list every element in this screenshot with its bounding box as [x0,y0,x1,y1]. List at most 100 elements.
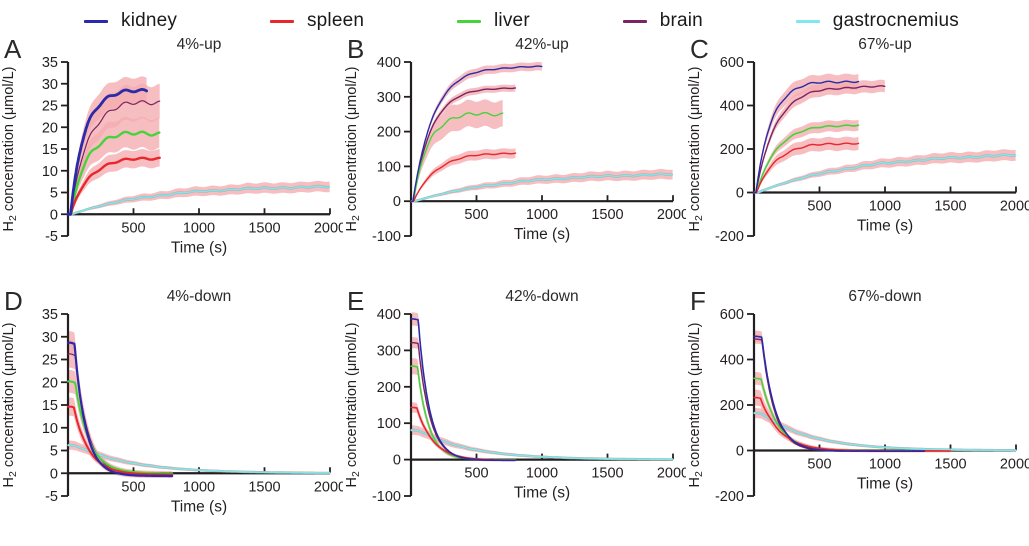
series-line-spleen [67,405,174,476]
series-line-spleen [410,152,517,202]
legend-label-kidney: kidney [121,10,178,31]
y-axis-label: H2 concentration (μmol/L) [344,67,362,232]
y-tick-label: 25 [42,353,58,369]
y-tick-label: 35 [42,307,58,323]
y-tick-label: 100 [377,416,401,432]
y-tick-label: 300 [377,343,401,359]
x-tick-label: 1500 [591,466,623,482]
series-line-kidney [410,318,516,462]
panel-B: B 42%-up -100 0 100 200 300 400 500 1000 1500 2000… [343,34,686,288]
legend-item-kidney: kidney [84,10,177,32]
series-line-liver [66,130,161,216]
panel-title: 67%-up [858,36,911,53]
panel-letter-F: F [690,286,706,316]
x-tick-label: 500 [807,199,831,215]
series-line-brain [410,87,517,202]
legend-label-liver: liver [494,10,530,31]
y-tick-label: 35 [42,55,58,71]
series-line-kidney [66,341,174,478]
y-tick-label: 0 [736,186,744,202]
y-tick-label: 20 [42,375,58,391]
x-tick-label: 1500 [934,457,966,473]
panel-letter-B: B [347,34,365,64]
panel-letter-E: E [347,286,365,316]
x-tick-label: 1000 [183,220,215,236]
y-tick-label: 15 [42,142,58,158]
series-line-gastrocnemius [753,412,1017,452]
series-line-gastrocnemius [410,429,674,461]
x-tick-label: 2000 [657,207,686,223]
y-axis-label: H2 concentration (μmol/L) [344,323,362,488]
y-tick-label: 600 [720,307,744,323]
panel-F: F 67%-down -200 0 200 400 600 500 1000 1500 2000 T… [686,286,1029,546]
y-tick-label: 200 [720,398,744,414]
y-tick-label: -200 [715,229,744,245]
plot-67pct-up: 67%-up -200 0 200 400 600 500 1000 1500 2000 Time … [687,36,1029,245]
x-tick-label: 2000 [314,220,343,236]
error-band-spleen [411,402,516,462]
series-line-brain [753,85,886,194]
y-tick-label: 400 [377,307,401,323]
error-band-brain [411,337,516,462]
x-tick-label: 1000 [526,466,558,482]
x-axis-label: Time (s) [171,239,227,256]
series-line-gastrocnemius [410,173,674,202]
y-tick-label: 0 [393,453,401,469]
y-tick-label: 300 [377,90,401,106]
error-band-liver [68,116,160,216]
plot-4pct-up: 4%-up -5 0 5 10 15 20 25 30 35 500 1000 1500 2000 Time… [1,36,343,256]
kidney-line-swatch-icon [84,19,108,23]
x-tick-label: 1000 [869,199,901,215]
x-tick-label: 1000 [869,457,901,473]
y-tick-label: 0 [393,194,401,210]
liver-line-swatch-icon [457,19,482,23]
panel-letter-D: D [4,286,23,316]
series-line-spleen [66,156,161,216]
x-tick-label: 1500 [591,207,623,223]
panel-D: D 4%-down -5 0 5 10 15 20 25 30 35 500 1000 1500 2000… [0,286,343,546]
x-tick-label: 500 [121,220,145,236]
y-axis-label: H2 concentration (μmol/L) [687,67,705,232]
series-line-liver [410,111,504,202]
panel-title: 42%-down [505,288,578,305]
x-axis-label: Time (s) [514,226,570,243]
x-axis-label: Time (s) [857,218,913,235]
plot-67pct-down: 67%-down -200 0 200 400 600 500 1000 1500 2000 Tim… [687,288,1029,505]
legend-item-gastrocnemius: gastrocnemius [795,10,959,32]
y-tick-label: 0 [50,207,58,223]
legend-label-brain: brain [659,10,703,31]
y-tick-label: 5 [50,186,58,202]
y-tick-label: 100 [377,159,401,175]
x-tick-label: 500 [121,479,145,495]
y-tick-label: 30 [42,77,58,93]
x-tick-label: 500 [807,457,831,473]
plot-4pct-down: 4%-down -5 0 5 10 15 20 25 30 35 500 1000 1500 2000 Ti… [1,288,343,515]
error-band-liver [754,371,912,452]
x-tick-label: 1500 [248,479,280,495]
panel-title: 67%-down [848,288,921,305]
error-band-liver [411,99,503,203]
panel-letter-A: A [4,34,22,64]
x-tick-label: 500 [464,207,488,223]
series-line-kidney [410,65,543,202]
error-band-kidney [68,331,173,478]
error-band-gastrocnemius [411,168,673,202]
panel-letter-C: C [690,34,709,64]
series-line-brain [67,100,161,215]
y-tick-label: 400 [377,55,401,71]
x-tick-label: 2000 [1000,457,1029,473]
x-axis-label: Time (s) [857,476,913,493]
legend-label-spleen: spleen [306,10,365,31]
error-band-brain [68,83,160,216]
y-axis-label: H2 concentration (μmol/L) [1,67,19,232]
panel-E: E 42%-down -100 0 100 200 300 400 500 1000 1500 20… [343,286,686,546]
y-tick-label: 25 [42,99,58,115]
series-line-spleen [753,142,860,194]
panel-A: A 4%-up -5 0 5 10 15 20 25 30 35 500 1000 1500 2000 Ti… [0,34,343,288]
series-line-gastrocnemius [67,185,331,216]
error-band-gastrocnemius [68,180,330,215]
error-band-liver [754,119,859,193]
error-band-brain [754,79,885,193]
legend-item-liver: liver [457,10,530,32]
